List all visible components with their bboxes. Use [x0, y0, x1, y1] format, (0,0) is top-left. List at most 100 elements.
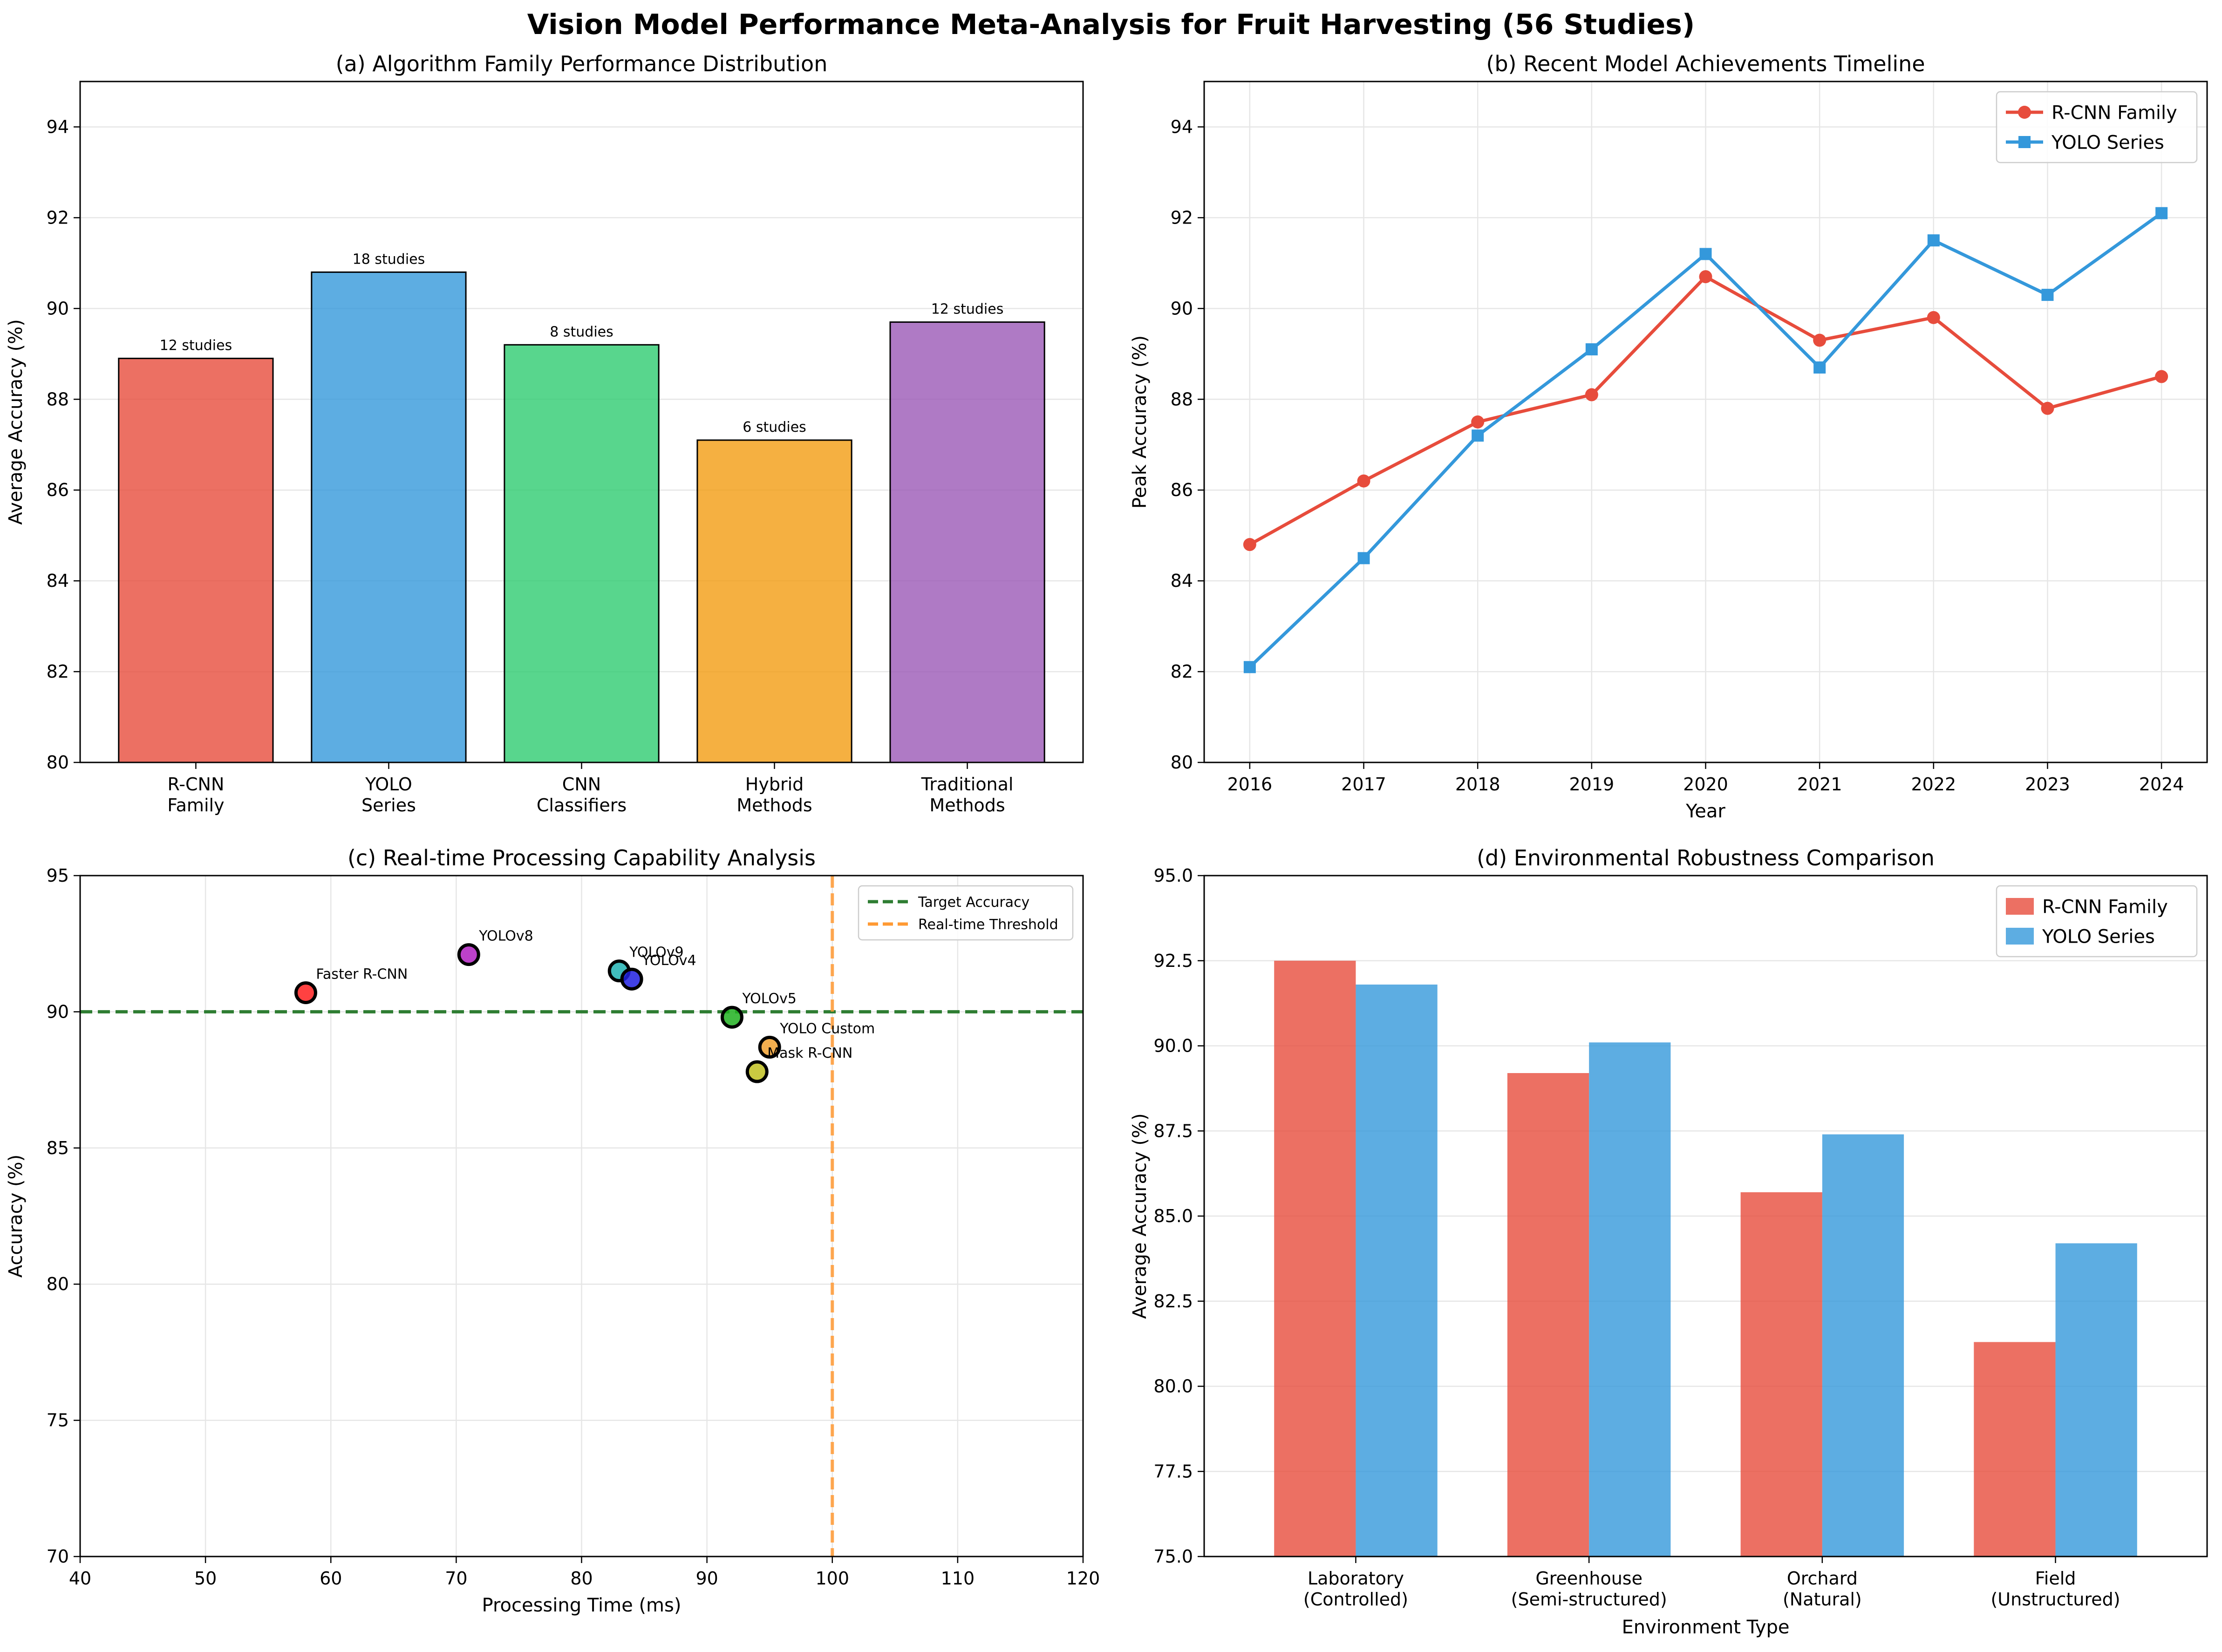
panel-title: (a) Algorithm Family Performance Distrib… — [336, 51, 828, 76]
panel-3: 75.0 77.5 80.0 82.5 85.0 87.5 90.0 92.5 95.0 Labo… — [1129, 845, 2208, 1638]
bar — [1740, 1192, 1822, 1557]
data-point — [720, 1006, 743, 1029]
x-tick-label: 40 — [69, 1568, 91, 1589]
bar — [1974, 1342, 2056, 1557]
x-tick-label: 100 — [815, 1568, 849, 1589]
axes-frame — [79, 81, 1084, 763]
data-point — [1471, 415, 1485, 428]
y-tick-label: 84 — [1171, 571, 1193, 591]
y-tick-label: 82 — [1171, 661, 1193, 682]
legend-swatch — [2006, 898, 2034, 915]
y-axis-label: Average Accuracy (%) — [1129, 1113, 1151, 1319]
panel-title: (c) Real-time Processing Capability Anal… — [348, 845, 816, 870]
y-tick-label: 80 — [1171, 752, 1193, 773]
y-axis-label: Accuracy (%) — [5, 1155, 27, 1278]
panel-0: 80 82 84 86 88 90 92 94 R-CNN Family YOLO Series CNN… — [5, 51, 1084, 816]
bar — [504, 344, 660, 763]
y-tick-label: 82.5 — [1153, 1291, 1193, 1312]
x-axis-label: Environment Type — [1622, 1617, 1790, 1638]
x-axis-label: Year — [1685, 801, 1725, 822]
bar-data-label: 12 studies — [931, 301, 1004, 318]
data-point — [1927, 234, 1940, 247]
y-tick-label: 85 — [47, 1138, 69, 1158]
x-tick-label: 2021 — [1797, 774, 1842, 795]
y-tick-label: 82 — [47, 661, 69, 682]
x-tick-label: 2017 — [1341, 774, 1386, 795]
x-tick-label: 2018 — [1455, 774, 1500, 795]
legend-box — [858, 885, 1074, 941]
y-axis-label: Peak Accuracy (%) — [1129, 335, 1151, 509]
legend-label: YOLO Series — [2042, 926, 2155, 947]
x-tick-label: 90 — [695, 1568, 718, 1589]
data-point — [1699, 248, 1712, 260]
y-tick-label: 86 — [1171, 480, 1193, 500]
legend-label: Target Accuracy — [918, 894, 1029, 911]
data-point — [2041, 401, 2054, 415]
x-tick-label: Greenhouse (Semi-structured) — [1511, 1568, 1667, 1610]
legend-label: Real-time Threshold — [918, 917, 1058, 933]
y-tick-label: 95.0 — [1153, 865, 1193, 886]
y-tick-label: 92.5 — [1153, 951, 1193, 971]
data-point — [1585, 388, 1598, 401]
data-point — [1243, 538, 1256, 551]
y-tick-label: 95 — [47, 865, 69, 886]
point-label: YOLOv9 — [629, 945, 683, 961]
point-label: Mask R-CNN — [767, 1045, 852, 1061]
panel-title: (d) Environmental Robustness Comparison — [1477, 845, 1935, 870]
x-tick-label: 2020 — [1683, 774, 1728, 795]
x-tick-label: Field (Unstructured) — [1990, 1568, 2120, 1610]
legend-marker — [2018, 106, 2031, 119]
legend-marker — [2018, 136, 2031, 148]
y-tick-label: 75 — [47, 1410, 69, 1431]
y-tick-label: 70 — [47, 1546, 69, 1567]
point-label: Faster R-CNN — [316, 966, 408, 982]
bar-data-label: 8 studies — [550, 324, 613, 340]
legend-swatch — [2006, 928, 2034, 945]
bar — [1356, 984, 1438, 1557]
y-tick-label: 75.0 — [1153, 1546, 1193, 1567]
panel-2: 70 75 80 85 90 95 40 50 60 70 80 90 100 110 120 (c) Rea… — [5, 845, 1100, 1616]
data-point — [758, 1035, 781, 1059]
y-tick-label: 94 — [1171, 116, 1193, 137]
x-tick-label: Hybrid Methods — [736, 774, 812, 816]
x-tick-label: CNN Classifiers — [537, 774, 627, 816]
x-tick-label: 70 — [445, 1568, 467, 1589]
axes-frame — [1203, 875, 2208, 1557]
data-point — [1813, 361, 1826, 374]
x-tick-label: Laboratory (Controlled) — [1303, 1568, 1408, 1610]
point-label: YOLOv4 — [641, 952, 696, 969]
bar — [118, 358, 274, 763]
y-tick-label: 90 — [47, 298, 69, 319]
x-tick-label: YOLO Series — [361, 774, 416, 816]
y-tick-label: 92 — [47, 207, 69, 228]
bar-data-label: 12 studies — [160, 338, 232, 354]
data-point — [1585, 343, 1598, 356]
x-tick-label: 120 — [1066, 1568, 1100, 1589]
y-tick-label: 80 — [47, 752, 69, 773]
bar — [889, 321, 1045, 763]
data-point — [1357, 552, 1370, 564]
data-point — [457, 943, 480, 966]
data-point — [620, 967, 643, 991]
data-point — [2155, 207, 2168, 219]
bar — [696, 439, 852, 763]
y-tick-label: 80 — [47, 1274, 69, 1294]
y-tick-label: 90 — [1171, 298, 1193, 319]
legend-box — [1996, 91, 2198, 163]
point-label: YOLOv8 — [478, 928, 533, 945]
data-point — [2155, 370, 2168, 383]
x-axis-label: Processing Time (ms) — [482, 1595, 682, 1616]
x-tick-label: 2016 — [1227, 774, 1273, 795]
bar — [2055, 1243, 2137, 1557]
y-tick-label: 86 — [47, 480, 69, 500]
bar — [1589, 1042, 1671, 1557]
y-tick-label: 80.0 — [1153, 1376, 1193, 1397]
y-tick-label: 92 — [1171, 207, 1193, 228]
y-tick-label: 88 — [47, 389, 69, 409]
x-tick-label: 50 — [194, 1568, 217, 1589]
x-tick-label: 80 — [570, 1568, 593, 1589]
y-tick-label: 90.0 — [1153, 1036, 1193, 1056]
panel-1: 80 82 84 86 88 90 92 94 2016 2017 2018 2019 2020 2021… — [1129, 51, 2208, 822]
